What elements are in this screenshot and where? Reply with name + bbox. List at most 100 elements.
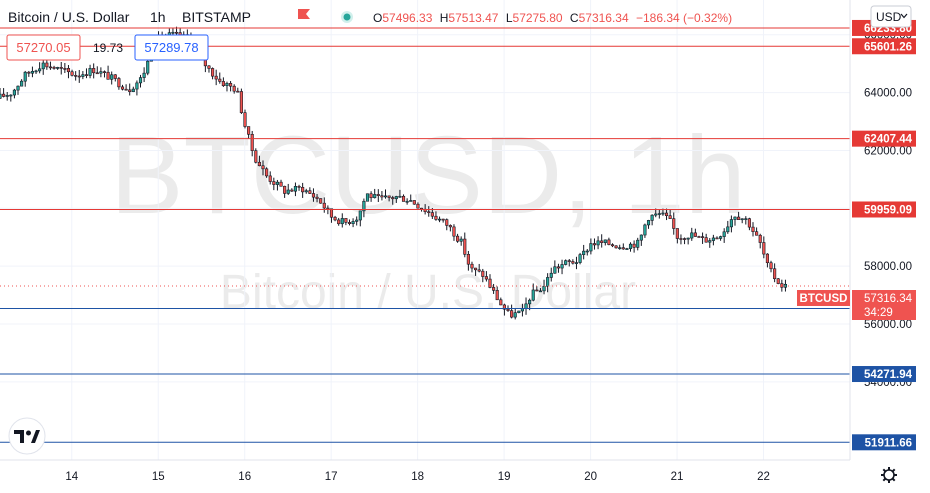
time-axis[interactable] — [0, 460, 930, 493]
candle-body — [308, 190, 312, 194]
candle — [780, 279, 784, 292]
candle-body — [207, 65, 211, 69]
candle-body — [492, 287, 496, 291]
candle — [513, 308, 517, 320]
currency-dropdown[interactable]: USD — [870, 5, 912, 28]
candle-body — [456, 235, 460, 242]
sell-price-box[interactable] — [6, 34, 81, 61]
svg-text:O57496.33 H57513.47: O57496.33 H57513.47 L57275.80 C57316.34 … — [373, 11, 732, 25]
candle — [448, 224, 452, 232]
candle-body — [704, 237, 708, 243]
candle-body — [614, 245, 618, 249]
candle — [755, 227, 759, 236]
candle — [373, 188, 377, 199]
candle — [229, 81, 233, 92]
candle-body — [773, 268, 777, 280]
candle-body — [755, 231, 759, 236]
candle-body — [513, 312, 517, 318]
candle-body — [636, 239, 640, 248]
interval-label[interactable]: 1h — [150, 9, 166, 25]
candle — [257, 155, 261, 167]
candle — [20, 79, 24, 87]
last-price-tag: BTCUSD 57316.34 34:29 — [797, 290, 916, 320]
candle — [243, 109, 247, 129]
buy-price-box[interactable] — [134, 34, 209, 61]
candle — [304, 188, 308, 194]
candle-body — [571, 261, 575, 264]
candle-body — [780, 283, 784, 288]
candle-body — [405, 200, 409, 203]
candle-body — [477, 269, 481, 272]
candle — [610, 243, 615, 248]
candle — [546, 273, 550, 293]
candle — [232, 84, 236, 94]
horizontal-levels[interactable] — [0, 27, 850, 443]
gear-icon[interactable] — [881, 467, 897, 483]
candle-body — [538, 290, 542, 293]
candle — [726, 220, 730, 234]
candle — [427, 206, 431, 217]
candle-body — [110, 74, 114, 80]
candle-body — [726, 226, 730, 233]
candle-body — [445, 219, 449, 226]
candle — [211, 67, 215, 80]
level-price-label: 65601.26 — [864, 41, 912, 53]
candle-body — [239, 91, 243, 113]
candle — [398, 189, 402, 198]
candle-body — [135, 82, 139, 90]
candle — [405, 198, 409, 205]
level-price-label: 62407.44 — [864, 134, 913, 146]
candle-body — [387, 195, 391, 198]
candle — [646, 219, 651, 229]
candle — [265, 167, 269, 178]
tradingview-logo-icon[interactable] — [8, 417, 46, 455]
candle-body — [337, 219, 341, 225]
candle-body — [293, 186, 298, 192]
symbol-title[interactable]: Bitcoin / U.S. Dollar — [8, 9, 130, 25]
candle — [776, 278, 780, 285]
candle — [38, 62, 42, 74]
candle-body — [138, 77, 143, 84]
low-label: L — [506, 11, 513, 25]
candle-body — [531, 289, 535, 301]
candle-body — [762, 242, 766, 255]
quote-box[interactable]: 57270.05 19.73 57289.78 — [6, 34, 209, 61]
candle-body — [38, 68, 42, 72]
candle-body — [769, 262, 773, 270]
candle — [672, 212, 676, 235]
flag-icon[interactable] — [298, 9, 310, 19]
candle — [664, 208, 669, 221]
candle — [434, 211, 438, 221]
close-value: 57316.34 — [579, 11, 629, 25]
candle — [355, 216, 359, 226]
candle-body — [63, 68, 67, 70]
candle-body — [470, 263, 474, 269]
candle-body — [131, 88, 135, 92]
candle — [128, 83, 132, 96]
level-price-box — [852, 434, 916, 451]
candle — [614, 245, 618, 249]
price-axis[interactable] — [850, 0, 930, 493]
candle-body — [70, 71, 74, 76]
candle-body — [528, 299, 532, 305]
high-label: H — [440, 11, 449, 25]
candle — [538, 288, 542, 293]
candle-body — [88, 68, 92, 76]
candle-body — [603, 239, 607, 243]
candle-body — [120, 86, 125, 90]
candle-body — [41, 62, 45, 70]
candle — [102, 70, 107, 78]
candle-body — [290, 189, 294, 192]
candle — [682, 237, 687, 245]
candle — [16, 85, 20, 95]
time-tick-label: 16 — [238, 471, 251, 483]
candle-body — [412, 200, 416, 205]
price-tag-box — [852, 290, 916, 320]
time-tick-label: 21 — [671, 471, 684, 483]
candle-body — [600, 240, 604, 243]
candle — [319, 198, 323, 204]
candle-body — [128, 89, 132, 92]
candle-body — [373, 194, 377, 199]
candle-body — [506, 308, 510, 311]
